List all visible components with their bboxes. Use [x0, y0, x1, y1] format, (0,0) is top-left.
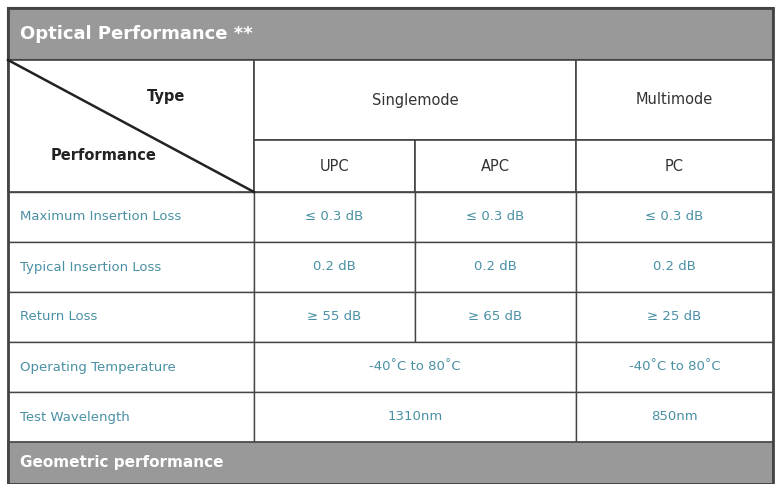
- Bar: [254, 192, 415, 242]
- Bar: [415, 192, 576, 242]
- Text: ≥ 65 dB: ≥ 65 dB: [469, 311, 522, 323]
- Text: ≤ 0.3 dB: ≤ 0.3 dB: [645, 211, 704, 224]
- Bar: [8, 8, 773, 60]
- Text: Performance: Performance: [51, 148, 157, 163]
- Text: Multimode: Multimode: [636, 92, 713, 107]
- Text: Test Wavelength: Test Wavelength: [20, 410, 130, 424]
- Bar: [8, 292, 254, 342]
- Bar: [8, 392, 254, 442]
- Text: ≥ 25 dB: ≥ 25 dB: [647, 311, 701, 323]
- Bar: [415, 140, 576, 192]
- Text: APC: APC: [481, 158, 510, 173]
- Bar: [254, 242, 415, 292]
- Bar: [254, 140, 415, 192]
- Bar: [8, 192, 254, 242]
- Bar: [415, 242, 576, 292]
- Bar: [8, 442, 773, 484]
- Text: Return Loss: Return Loss: [20, 311, 97, 323]
- Bar: [254, 392, 576, 442]
- Bar: [254, 292, 415, 342]
- Bar: [254, 60, 576, 140]
- Bar: [576, 192, 773, 242]
- Text: 1310nm: 1310nm: [387, 410, 443, 424]
- Bar: [8, 342, 254, 392]
- Text: Singlemode: Singlemode: [372, 92, 458, 107]
- Bar: [576, 140, 773, 192]
- Text: 0.2 dB: 0.2 dB: [653, 260, 696, 273]
- Text: ≤ 0.3 dB: ≤ 0.3 dB: [305, 211, 364, 224]
- Bar: [254, 342, 576, 392]
- Bar: [415, 292, 576, 342]
- Text: Geometric performance: Geometric performance: [20, 455, 223, 470]
- Text: -40˚C to 80˚C: -40˚C to 80˚C: [369, 361, 461, 374]
- Text: Type: Type: [147, 90, 185, 105]
- Bar: [576, 392, 773, 442]
- Text: Typical Insertion Loss: Typical Insertion Loss: [20, 260, 161, 273]
- Bar: [576, 342, 773, 392]
- Bar: [8, 60, 254, 192]
- Text: UPC: UPC: [319, 158, 349, 173]
- Bar: [8, 242, 254, 292]
- Text: 0.2 dB: 0.2 dB: [474, 260, 517, 273]
- Text: Operating Temperature: Operating Temperature: [20, 361, 176, 374]
- Text: ≥ 55 dB: ≥ 55 dB: [308, 311, 362, 323]
- Text: Maximum Insertion Loss: Maximum Insertion Loss: [20, 211, 181, 224]
- Bar: [576, 242, 773, 292]
- Bar: [576, 60, 773, 140]
- Text: ≤ 0.3 dB: ≤ 0.3 dB: [466, 211, 525, 224]
- Text: PC: PC: [665, 158, 684, 173]
- Bar: [576, 292, 773, 342]
- Text: 0.2 dB: 0.2 dB: [313, 260, 356, 273]
- Text: -40˚C to 80˚C: -40˚C to 80˚C: [629, 361, 720, 374]
- Text: 850nm: 850nm: [651, 410, 697, 424]
- Text: Optical Performance **: Optical Performance **: [20, 25, 252, 43]
